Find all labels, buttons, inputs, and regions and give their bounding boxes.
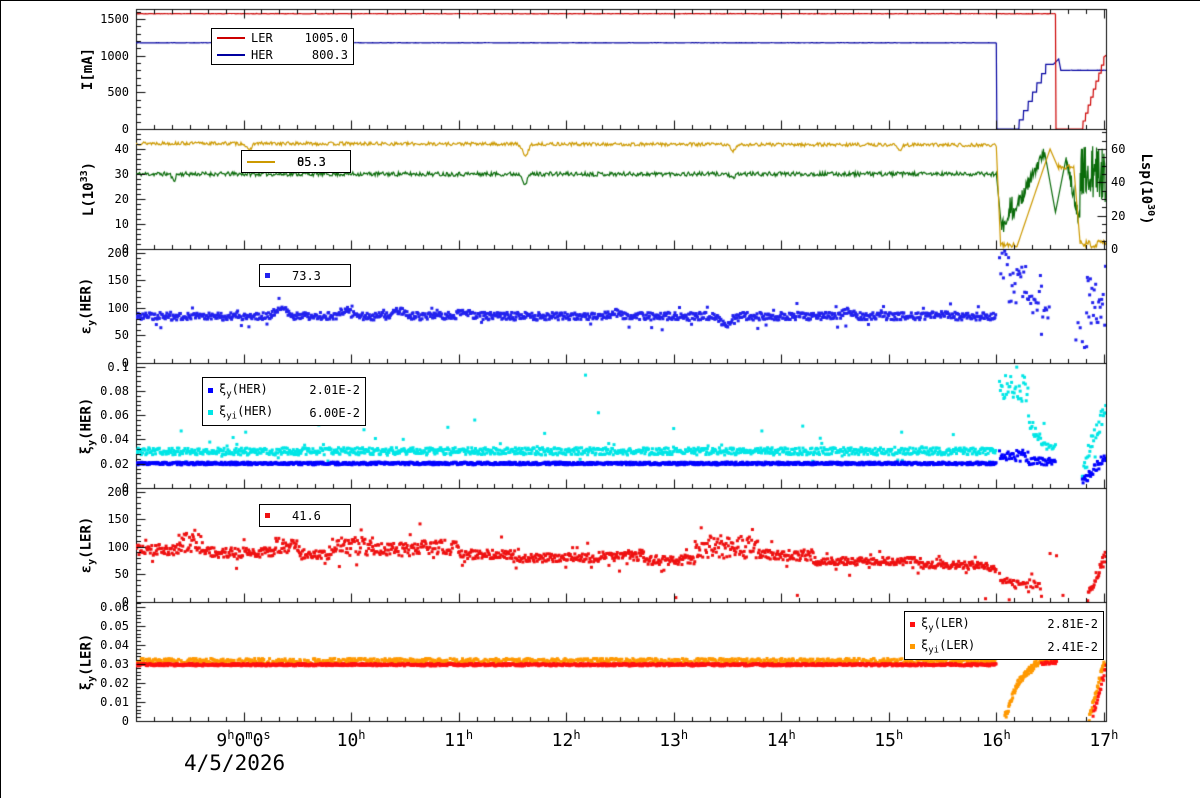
right-y-tick-label: 20 [1111,208,1126,223]
y-tick-label: 40 [114,142,129,156]
legend-entry: ξy(LER) 2.81E-2 [910,616,1098,633]
legend-label: LER [251,31,273,46]
y-tick-label: 0.01 [100,694,129,709]
right-y-tick-label: 40 [1111,175,1126,190]
y-tick-label: 1500 [100,11,129,26]
legend-entry: ξyi(HER) 6.00E-2 [208,404,360,421]
legend-entry: 73.3 [265,269,345,283]
y-tick-label: 0 [121,356,129,370]
axis-title-luminosity: L(1033) [79,161,97,217]
axis-title-ey-ler: εy(LER) [78,516,98,574]
axis-title-xiy-her: ξy(HER) [78,397,98,454]
legend-dot-marker [910,621,915,627]
legend-value: 800.3 [311,47,348,62]
x-tick-label: 17h [1089,728,1119,751]
y-tick-label: 0.02 [100,456,129,471]
legend-label: ξyi(HER) [219,404,274,422]
x-tick-label: 14h [766,728,796,751]
right-y-tick-label: 0 [1111,242,1119,256]
x-tick-label: 15h [874,728,904,751]
y-tick-label: 10 [114,217,129,231]
legend-entry: LER 1005.0 [217,31,348,45]
y-tick-label: 0.06 [100,408,129,423]
x-tick-label: 13h [659,728,689,751]
legend-ey-her: 73.3 [259,264,351,287]
legend-value: 6.00E-2 [309,405,360,420]
legend-label: ξy(HER) [219,381,268,399]
y-tick-label: 50 [114,567,129,582]
axis-title-xiy-ler: ξy(LER) [78,633,98,690]
y-tick-label: 0 [121,714,129,728]
legend-dot-marker [208,387,213,393]
x-tick-label: 16h [981,728,1011,751]
legend-value: 2.41E-2 [1047,639,1098,654]
legend-label: ξyi(LER) [921,638,976,656]
y-tick-label: 0.06 [100,599,129,614]
y-tick-label: 0 [121,122,129,136]
legend-entry: 41.6 [265,509,345,523]
legend-luminosity: 85.3 05.3 [241,150,351,173]
legend-dot-marker [910,644,915,650]
legend-dot-marker [265,513,270,518]
y-tick-label: 100 [107,539,129,554]
y-tick-label: 0 [121,595,129,609]
y-tick-label: 30 [114,167,129,181]
y-tick-label: 100 [107,300,129,315]
y-tick-label: 200 [107,484,129,499]
axis-title-beam-current: I[mA] [80,47,96,91]
y-tick-label: 1000 [100,48,129,63]
legend-entry: 85.3 05.3 [247,155,345,169]
x-tick-label: 9h0m0s [216,728,271,751]
y-tick-label: 0.02 [100,675,129,690]
legend-value: 2.81E-2 [1047,617,1098,632]
y-tick-label: 0.05 [100,618,129,633]
legend-value: 85.3 05.3 [297,154,326,169]
axis-title-ey-her: εy(HER) [78,277,98,335]
date-label: 4/5/2026 [184,751,286,775]
y-tick-label: 200 [107,245,129,260]
legend-ey-ler: 41.6 [259,504,351,527]
right-axis-title: Lsp(1030) [1138,153,1156,225]
legend-beam-current: LER 1005.0 HER 800.3 [211,28,354,65]
legend-label: ξy(LER) [921,615,970,633]
y-tick-label: 150 [107,512,129,527]
legend-value: 2.01E-2 [309,383,360,398]
legend-line-marker [217,37,245,40]
y-tick-label: 0.03 [100,656,129,671]
legend-label: HER [251,47,273,62]
y-tick-label: 0 [121,242,129,256]
legend-dot-marker [265,273,270,278]
y-tick-label: 500 [107,85,129,100]
right-y-tick-label: 60 [1111,142,1126,156]
legend-value: 1005.0 [304,31,348,46]
x-tick-label: 12h [551,728,581,751]
legend-line-marker [217,53,245,56]
y-tick-label: 0 [121,481,129,495]
y-tick-label: 0.04 [100,432,129,447]
legend-line-marker [247,160,275,163]
y-tick-label: 150 [107,273,129,288]
y-tick-label: 0.08 [100,383,129,398]
y-tick-label: 50 [114,328,129,343]
legend-value: 41.6 [292,508,321,523]
x-tick-label: 11h [444,728,474,751]
y-tick-label: 0.04 [100,637,129,652]
legend-entry: ξy(HER) 2.01E-2 [208,382,360,399]
legend-xiy-her: ξy(HER) 2.01E-2 ξyi(HER) 6.00E-2 [202,377,366,426]
y-tick-label: 0.1 [107,359,129,374]
y-tick-label: 20 [114,192,129,206]
legend-value: 73.3 [292,268,321,283]
legend-dot-marker [208,410,213,416]
x-tick-label: 10h [336,728,366,751]
legend-entry: ξyi(LER) 2.41E-2 [910,638,1098,655]
legend-entry: HER 800.3 [217,48,348,62]
legend-xiy-ler: ξy(LER) 2.81E-2 ξyi(LER) 2.41E-2 [904,611,1104,660]
